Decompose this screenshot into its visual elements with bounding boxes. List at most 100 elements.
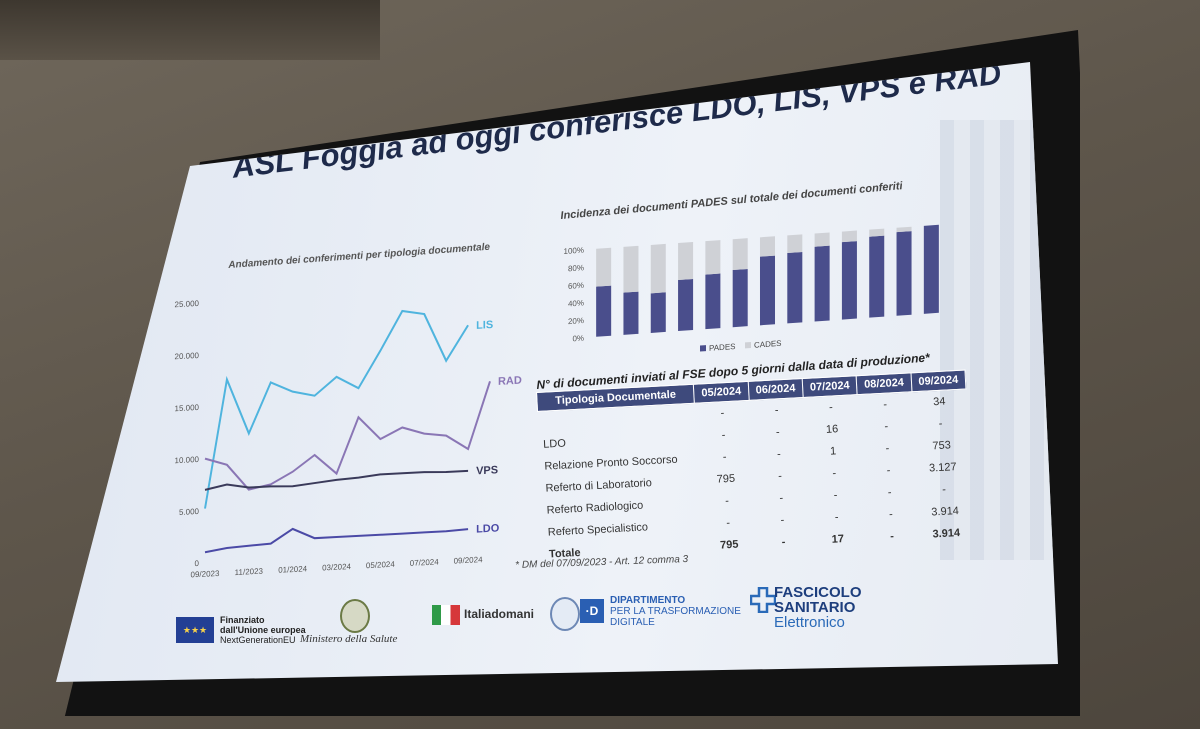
bar-cades (705, 240, 721, 275)
y-tick-label: 0 (195, 559, 200, 568)
table-cell: - (776, 448, 782, 461)
table-cell: - (833, 489, 838, 502)
y-tick-label: 40% (568, 298, 584, 308)
table-cell: - (720, 407, 725, 420)
table-cell: - (722, 451, 727, 464)
dipartimento-logo-text: DIPARTIMENTO PER LA TRASFORMAZIONE DIGIT… (610, 595, 741, 628)
ministero-logo-text: Ministero della Salute (300, 633, 398, 645)
y-tick-label: 10.000 (175, 455, 200, 465)
y-tick-label: 15.000 (175, 403, 200, 413)
y-tick-label: 20% (568, 316, 584, 326)
legend-swatch-pades (700, 345, 706, 352)
bar-cades (869, 228, 885, 237)
table-cell: - (834, 511, 839, 524)
bar-pades (841, 241, 857, 320)
table-cell: 753 (932, 439, 952, 453)
bar-cades (896, 226, 912, 233)
bar-pades (896, 231, 912, 316)
x-tick-label: 09/2024 (454, 555, 483, 566)
bar-pades (869, 235, 885, 318)
fse-text-line3: Elettronico (774, 614, 845, 631)
y-tick-label: 5.000 (179, 507, 200, 517)
bar-cades (787, 234, 803, 254)
bar-pades (759, 255, 776, 326)
table-cell: 1 (829, 445, 837, 458)
bar-pades (650, 292, 666, 333)
table-cell: - (882, 398, 888, 411)
table-cell: - (777, 470, 783, 483)
bar-pades (787, 251, 803, 324)
dip-text-line3: DIGITALE (610, 617, 655, 628)
table-cell: - (941, 483, 947, 496)
bar-pades (705, 273, 721, 330)
x-tick-label: 07/2024 (410, 557, 439, 568)
table-cell: 3.127 (928, 461, 957, 475)
logo-bar: ★★★ Finanziato dall'Unione europea NextG… (170, 585, 890, 655)
footnote: * DM del 07/09/2023 - Art. 12 comma 3 (515, 553, 689, 571)
bar-cades (759, 236, 776, 257)
eu-text-line1: Finanziato (220, 615, 265, 625)
table-cell: - (828, 401, 834, 414)
table-cell: - (888, 508, 894, 521)
table-total-cell: - (889, 530, 895, 543)
table-cell: - (726, 517, 731, 530)
legend-swatch-cades (745, 341, 751, 349)
bar-pades (623, 291, 639, 335)
documents-table: Tipologia Documentale 05/2024 06/2024 07/20… (536, 369, 975, 565)
bar-pades (678, 278, 694, 332)
bar-pades (732, 268, 748, 328)
bar-pades (923, 224, 939, 314)
y-tick-label: 25.000 (175, 299, 200, 309)
table-cell: - (884, 420, 889, 433)
series-line-vps (204, 469, 469, 491)
bar-cades (623, 245, 639, 293)
bar-cades (814, 232, 830, 247)
bar-cades (650, 243, 666, 294)
italiadomani-logo-text: Italiadomani (464, 607, 535, 621)
y-tick-label: 20.000 (175, 351, 200, 361)
table-cell: - (775, 426, 780, 439)
x-tick-label: 03/2024 (322, 562, 351, 573)
series-line-lis (204, 309, 469, 509)
table-cell: - (887, 486, 892, 499)
table-cell: 795 (716, 472, 736, 486)
bar-cades (678, 241, 694, 281)
dip-text-line1: DIPARTIMENTO (610, 595, 686, 606)
table-cell: 16 (825, 423, 839, 436)
ceiling (0, 0, 380, 60)
bar-pades (814, 245, 830, 322)
x-tick-label: 05/2024 (366, 560, 395, 571)
table-total-cell: 795 (719, 538, 739, 552)
legend-label-cades: CADES (754, 339, 782, 350)
dip-text-line2: PER LA TRASFORMAZIONE (610, 606, 741, 617)
fse-text-line2: SANITARIO (774, 599, 856, 616)
dipartimento-badge-icon: ·D (580, 599, 604, 623)
table-cell: - (938, 417, 943, 430)
table-cell: - (780, 514, 785, 527)
republic-emblem-icon (550, 597, 580, 631)
table-cell: 3.914 (931, 505, 960, 519)
table-cell: - (774, 404, 779, 417)
y-tick-label: 0% (572, 334, 584, 344)
bar-chart: 0% 20% 40% 60% 80% 100% PADES CADES (564, 224, 939, 353)
table-cell: 34 (932, 395, 946, 409)
legend-label-pades: PADES (709, 342, 735, 353)
series-label-vps: VPS (476, 464, 498, 477)
bar-cades (596, 247, 612, 287)
x-tick-label: 09/2023 (191, 569, 220, 580)
bar-cades (841, 230, 857, 243)
table-cell: - (886, 464, 891, 477)
series-label-rad: RAD (498, 375, 522, 388)
italian-emblem-icon (340, 599, 370, 633)
series-label-ldo: LDO (476, 522, 500, 535)
series-label-lis: LIS (476, 319, 493, 332)
x-tick-label: 11/2023 (235, 567, 264, 578)
table-total-cell: - (781, 536, 786, 549)
eu-text-line3: NextGenerationEU (220, 635, 296, 645)
y-tick-label: 100% (564, 246, 584, 256)
fse-cross-icon (750, 587, 776, 613)
eu-text-line2: dall'Unione europea (220, 625, 306, 635)
bar-cades (732, 238, 748, 271)
y-tick-label: 80% (568, 263, 584, 273)
x-tick-label: 01/2024 (278, 564, 307, 575)
